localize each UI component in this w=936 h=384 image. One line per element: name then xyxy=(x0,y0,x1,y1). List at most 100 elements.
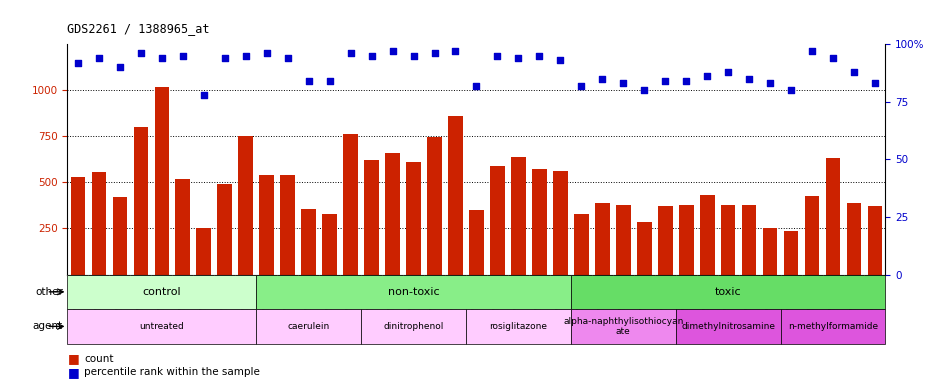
Point xyxy=(70,60,85,66)
Bar xyxy=(217,184,232,275)
Bar xyxy=(679,205,693,275)
Text: GSM127068: GSM127068 xyxy=(450,276,460,323)
Point xyxy=(468,83,483,89)
Text: GSM127050: GSM127050 xyxy=(597,276,607,323)
Point xyxy=(322,78,337,84)
Point xyxy=(804,48,819,54)
Text: GSM127074: GSM127074 xyxy=(472,276,480,323)
Text: GSM127086: GSM127086 xyxy=(220,276,229,323)
Bar xyxy=(343,134,358,275)
Text: GSM127056: GSM127056 xyxy=(304,276,313,323)
Point xyxy=(740,76,755,82)
Text: GSM127058: GSM127058 xyxy=(345,276,355,323)
Bar xyxy=(175,179,190,275)
Text: GSM127075: GSM127075 xyxy=(492,276,502,323)
Point xyxy=(133,50,148,56)
Bar xyxy=(675,309,780,344)
Text: GSM127085: GSM127085 xyxy=(199,276,208,323)
Text: GSM127060: GSM127060 xyxy=(702,276,711,323)
Text: GSM127071: GSM127071 xyxy=(827,276,837,323)
Text: non-toxic: non-toxic xyxy=(388,287,439,297)
Bar xyxy=(154,86,169,275)
Text: agent: agent xyxy=(33,321,63,331)
Text: GDS2261 / 1388965_at: GDS2261 / 1388965_at xyxy=(67,22,210,35)
Text: toxic: toxic xyxy=(714,287,740,297)
Point xyxy=(364,53,379,59)
Text: GSM127080: GSM127080 xyxy=(95,276,103,323)
Text: other: other xyxy=(35,287,63,297)
Bar xyxy=(804,196,818,275)
Bar xyxy=(615,205,630,275)
Text: GSM127052: GSM127052 xyxy=(639,276,648,323)
Text: GSM127057: GSM127057 xyxy=(325,276,334,323)
Bar xyxy=(490,166,505,275)
Text: caerulein: caerulein xyxy=(287,322,329,331)
Bar xyxy=(574,214,588,275)
Text: dinitrophenol: dinitrophenol xyxy=(383,322,444,331)
Text: GSM127079: GSM127079 xyxy=(73,276,82,323)
Bar xyxy=(570,309,675,344)
Point xyxy=(343,50,358,56)
Text: n-methylformamide: n-methylformamide xyxy=(787,322,877,331)
Bar xyxy=(256,309,360,344)
Text: GSM127067: GSM127067 xyxy=(430,276,439,323)
Point xyxy=(405,53,420,59)
Text: GSM127063: GSM127063 xyxy=(765,276,774,323)
Point xyxy=(385,48,400,54)
Text: dimethylnitrosamine: dimethylnitrosamine xyxy=(680,322,774,331)
Bar xyxy=(70,177,85,275)
Point xyxy=(280,55,295,61)
Bar xyxy=(134,127,148,275)
Bar xyxy=(197,228,211,275)
Point xyxy=(490,53,505,59)
Bar xyxy=(846,203,860,275)
Point xyxy=(573,83,588,89)
Point xyxy=(532,53,547,59)
Point xyxy=(825,55,840,61)
Bar xyxy=(112,197,127,275)
Text: GSM127061: GSM127061 xyxy=(723,276,732,323)
Bar xyxy=(447,116,462,275)
Text: GSM127069: GSM127069 xyxy=(785,276,795,323)
Text: GSM127084: GSM127084 xyxy=(178,276,187,323)
Bar xyxy=(720,205,735,275)
Point xyxy=(175,53,190,59)
Text: ■: ■ xyxy=(67,353,80,366)
Text: GSM127078: GSM127078 xyxy=(555,276,564,323)
Bar xyxy=(259,175,273,275)
Bar xyxy=(280,175,295,275)
Bar xyxy=(510,157,525,275)
Bar xyxy=(469,210,483,275)
Bar xyxy=(385,153,400,275)
Point xyxy=(762,80,777,86)
Bar xyxy=(92,172,106,275)
Text: GSM127051: GSM127051 xyxy=(618,276,627,323)
Text: GSM127059: GSM127059 xyxy=(681,276,690,323)
Point xyxy=(154,55,169,61)
Point xyxy=(300,78,315,84)
Text: GSM127049: GSM127049 xyxy=(577,276,585,323)
Point xyxy=(447,48,462,54)
Point xyxy=(699,73,714,79)
Text: GSM127072: GSM127072 xyxy=(849,276,857,323)
Text: GSM127083: GSM127083 xyxy=(157,276,167,323)
Bar xyxy=(301,209,315,275)
Point xyxy=(92,55,107,61)
Text: GSM127087: GSM127087 xyxy=(241,276,250,323)
Text: GSM127054: GSM127054 xyxy=(262,276,271,323)
Text: control: control xyxy=(142,287,181,297)
Point xyxy=(720,69,735,75)
Text: GSM127070: GSM127070 xyxy=(807,276,815,323)
Bar xyxy=(636,222,651,275)
Point xyxy=(845,69,860,75)
Text: GSM127073: GSM127073 xyxy=(870,276,879,323)
Text: ■: ■ xyxy=(67,366,80,379)
Text: GSM127076: GSM127076 xyxy=(513,276,522,323)
Text: GSM127062: GSM127062 xyxy=(744,276,753,323)
Point xyxy=(615,80,630,86)
Bar xyxy=(780,309,885,344)
Text: untreated: untreated xyxy=(139,322,184,331)
Bar xyxy=(364,160,378,275)
Bar xyxy=(762,228,777,275)
Bar xyxy=(465,309,570,344)
